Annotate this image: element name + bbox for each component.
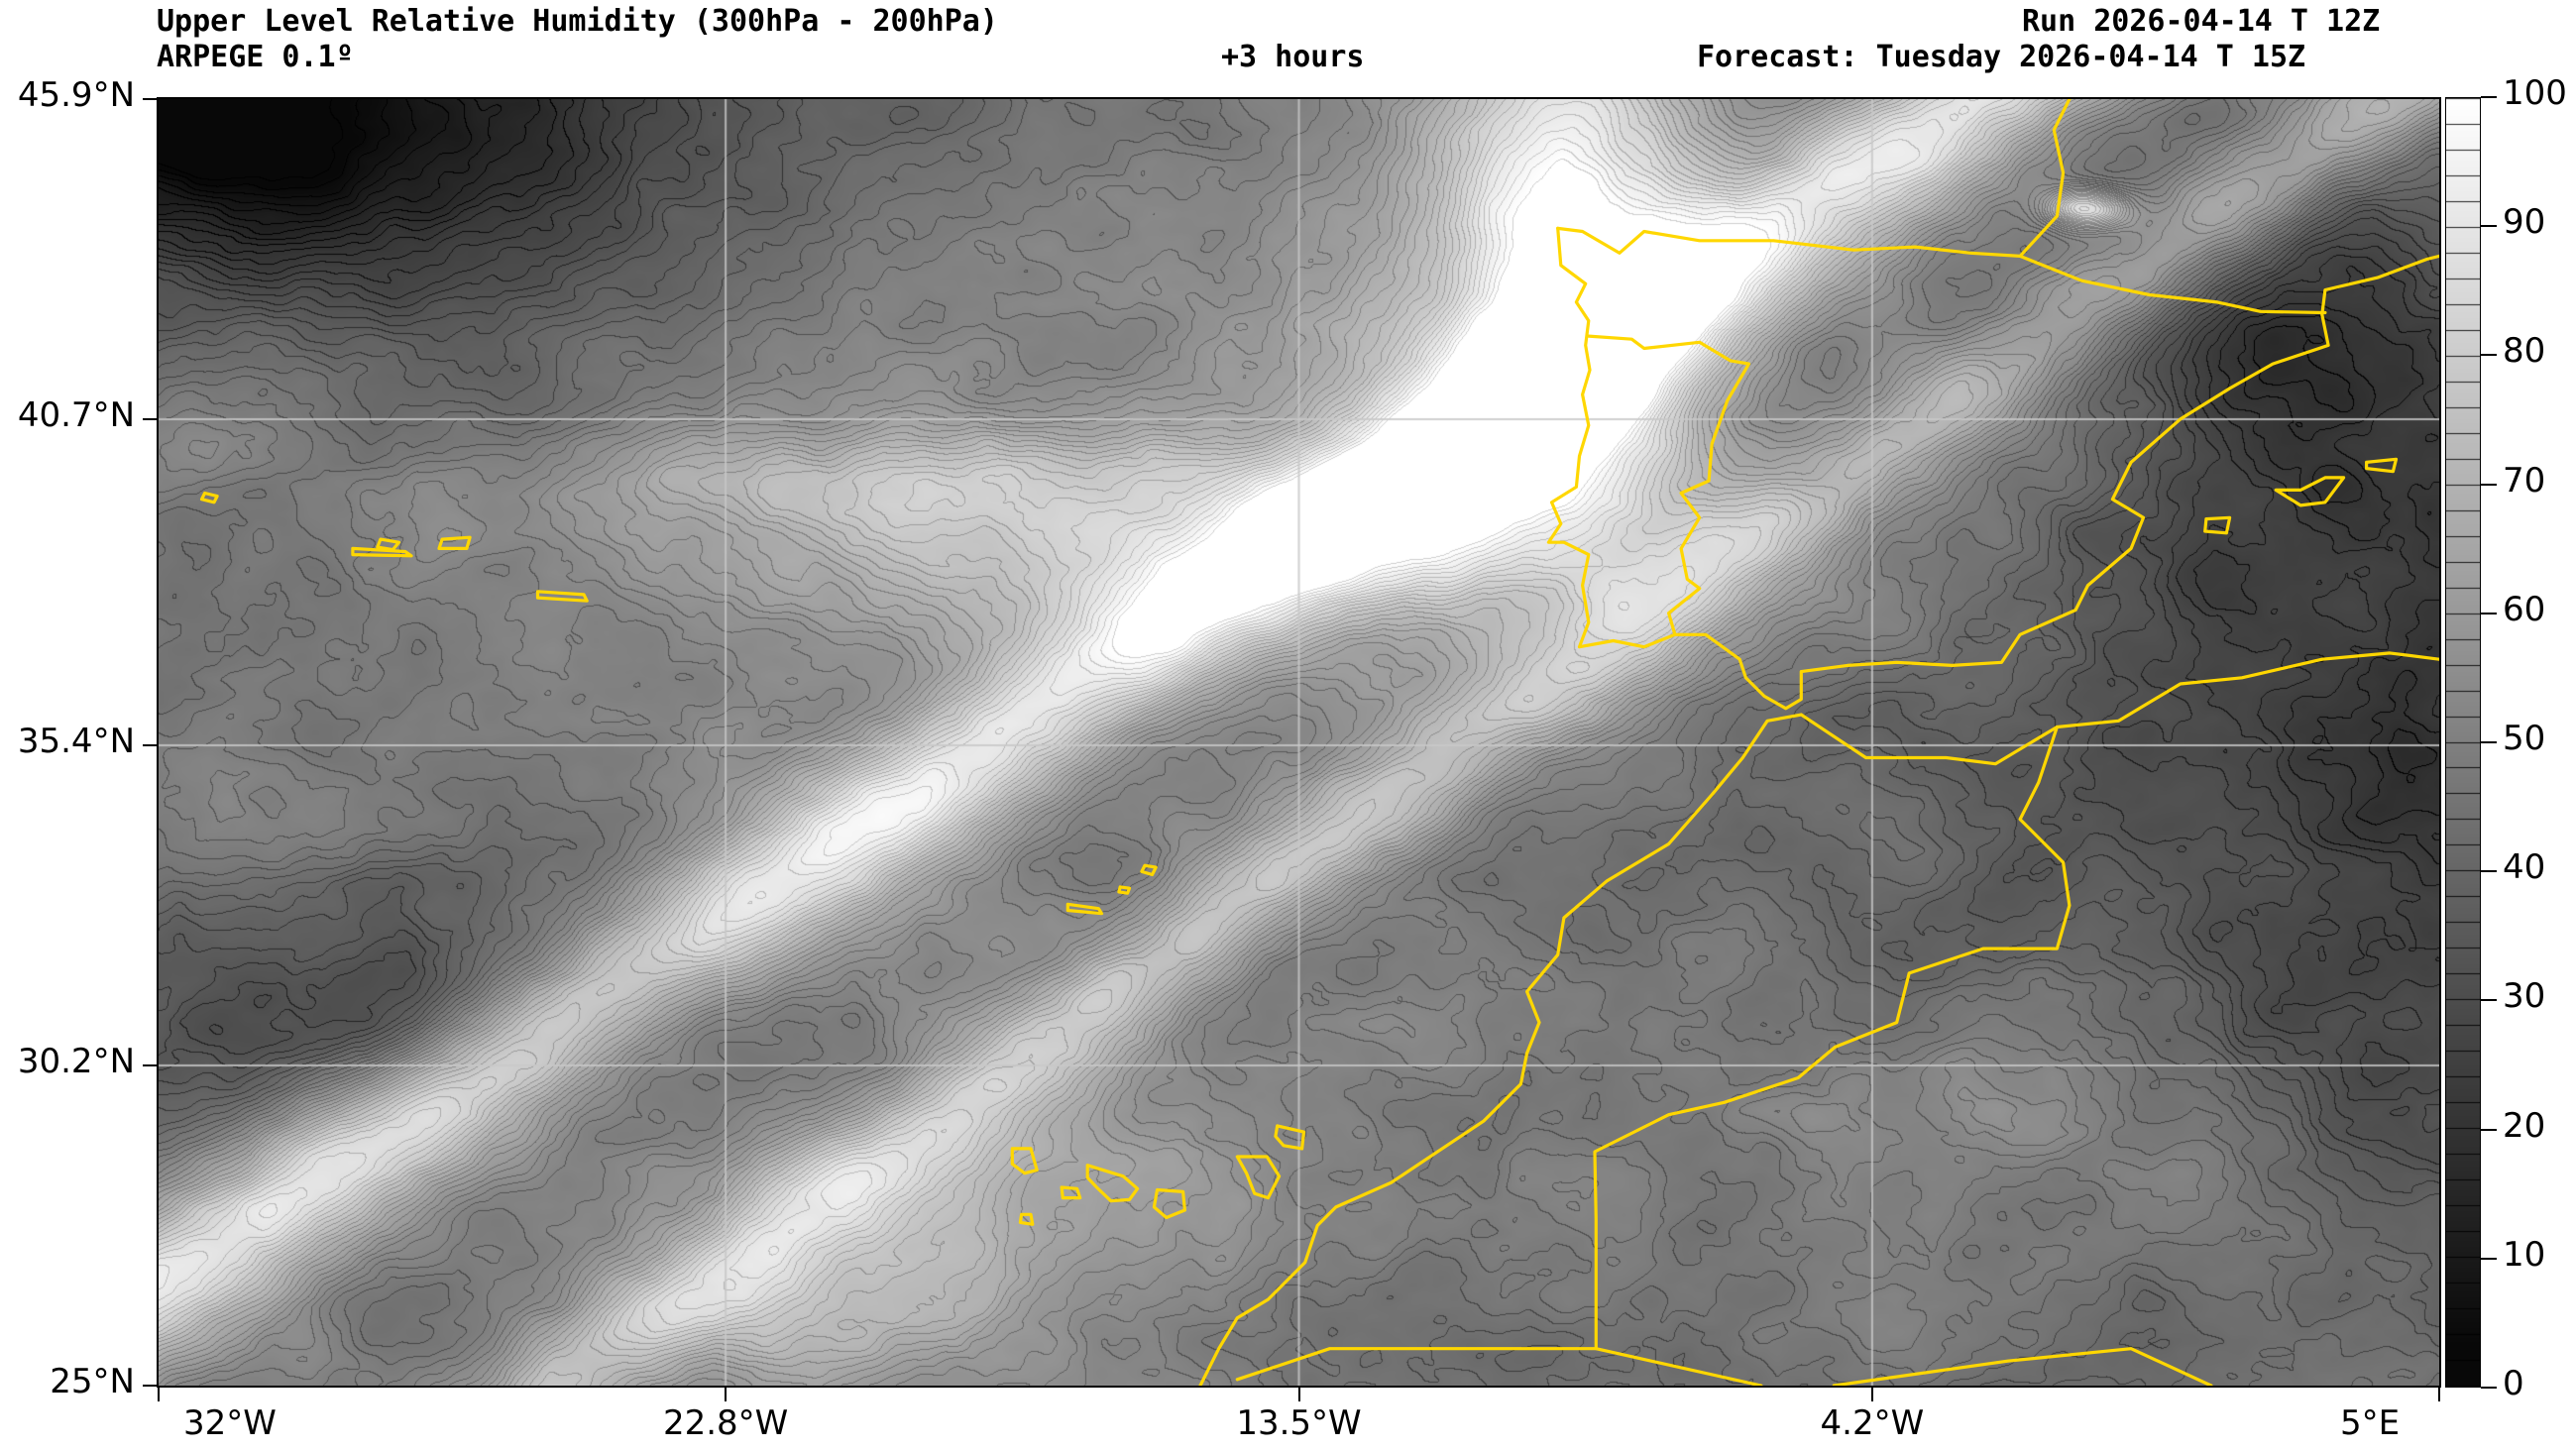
colorbar-tick <box>2481 741 2497 743</box>
colorbar-tick <box>2481 483 2497 486</box>
x-axis-tick <box>2438 1388 2440 1401</box>
x-axis-tick-label: 22.8°W <box>662 1403 789 1443</box>
colorbar-tick-label: 10 <box>2503 1234 2546 1275</box>
colorbar-tick <box>2481 999 2497 1002</box>
colorbar-tick-label: 40 <box>2503 847 2546 888</box>
colorbar-tick-label: 60 <box>2503 589 2546 629</box>
x-axis-tick <box>1870 1388 1873 1401</box>
colorbar-tick <box>2481 96 2497 98</box>
run-time-label: Run 2026-04-14 T 12Z <box>2022 4 2381 39</box>
y-axis-tick <box>143 417 157 420</box>
y-axis-tick-label: 45.9°N <box>17 75 135 115</box>
colorbar-gradient <box>2446 98 2480 1387</box>
humidity-field-raster <box>159 99 2439 1386</box>
colorbar-tick <box>2481 1257 2497 1260</box>
colorbar-tick-label: 70 <box>2503 460 2546 501</box>
x-axis-tick-label: 4.2°W <box>1820 1403 1925 1443</box>
y-axis-tick <box>143 1385 157 1387</box>
x-axis-tick-label: 5°E <box>2339 1403 2401 1443</box>
colorbar-tick-label: 20 <box>2503 1105 2546 1146</box>
x-axis-tick-label: 13.5°W <box>1236 1403 1362 1443</box>
colorbar-tick <box>2481 1387 2497 1389</box>
y-axis-tick <box>143 1064 157 1067</box>
y-axis-tick <box>143 98 157 100</box>
colorbar-tick <box>2481 612 2497 614</box>
colorbar-tick <box>2481 354 2497 357</box>
map-plot-area[interactable] <box>157 97 2441 1388</box>
forecast-time-label: Forecast: Tuesday 2026-04-14 T 15Z <box>1697 40 2306 74</box>
y-axis-tick <box>143 744 157 747</box>
colorbar-tick-label: 50 <box>2503 719 2546 758</box>
y-axis-tick-label: 40.7°N <box>17 394 135 435</box>
page-title: Upper Level Relative Humidity (300hPa - … <box>157 4 998 39</box>
colorbar-tick <box>2481 1128 2497 1131</box>
colorbar[interactable] <box>2445 97 2481 1388</box>
colorbar-tick <box>2481 870 2497 873</box>
y-axis-tick-label: 25°N <box>50 1362 135 1401</box>
colorbar-tick-label: 0 <box>2503 1364 2524 1403</box>
x-axis-tick <box>725 1388 728 1401</box>
header-bar: Upper Level Relative Humidity (300hPa - … <box>0 0 2576 95</box>
colorbar-tick-label: 80 <box>2503 331 2546 372</box>
model-label: ARPEGE 0.1º <box>157 40 354 74</box>
y-axis-tick-label: 35.4°N <box>17 722 135 762</box>
y-axis-tick-label: 30.2°N <box>17 1042 135 1082</box>
x-axis-tick <box>158 1388 160 1401</box>
colorbar-tick-label: 30 <box>2503 976 2546 1017</box>
x-axis-tick-label: 32°W <box>183 1403 277 1443</box>
x-axis-tick <box>1297 1388 1300 1401</box>
colorbar-tick-label: 90 <box>2503 202 2546 243</box>
map-overlay <box>199 99 2439 1386</box>
colorbar-tick-label: 100 <box>2503 73 2567 113</box>
colorbar-tick <box>2481 225 2497 228</box>
forecast-step-label: +3 hours <box>1221 40 1365 74</box>
